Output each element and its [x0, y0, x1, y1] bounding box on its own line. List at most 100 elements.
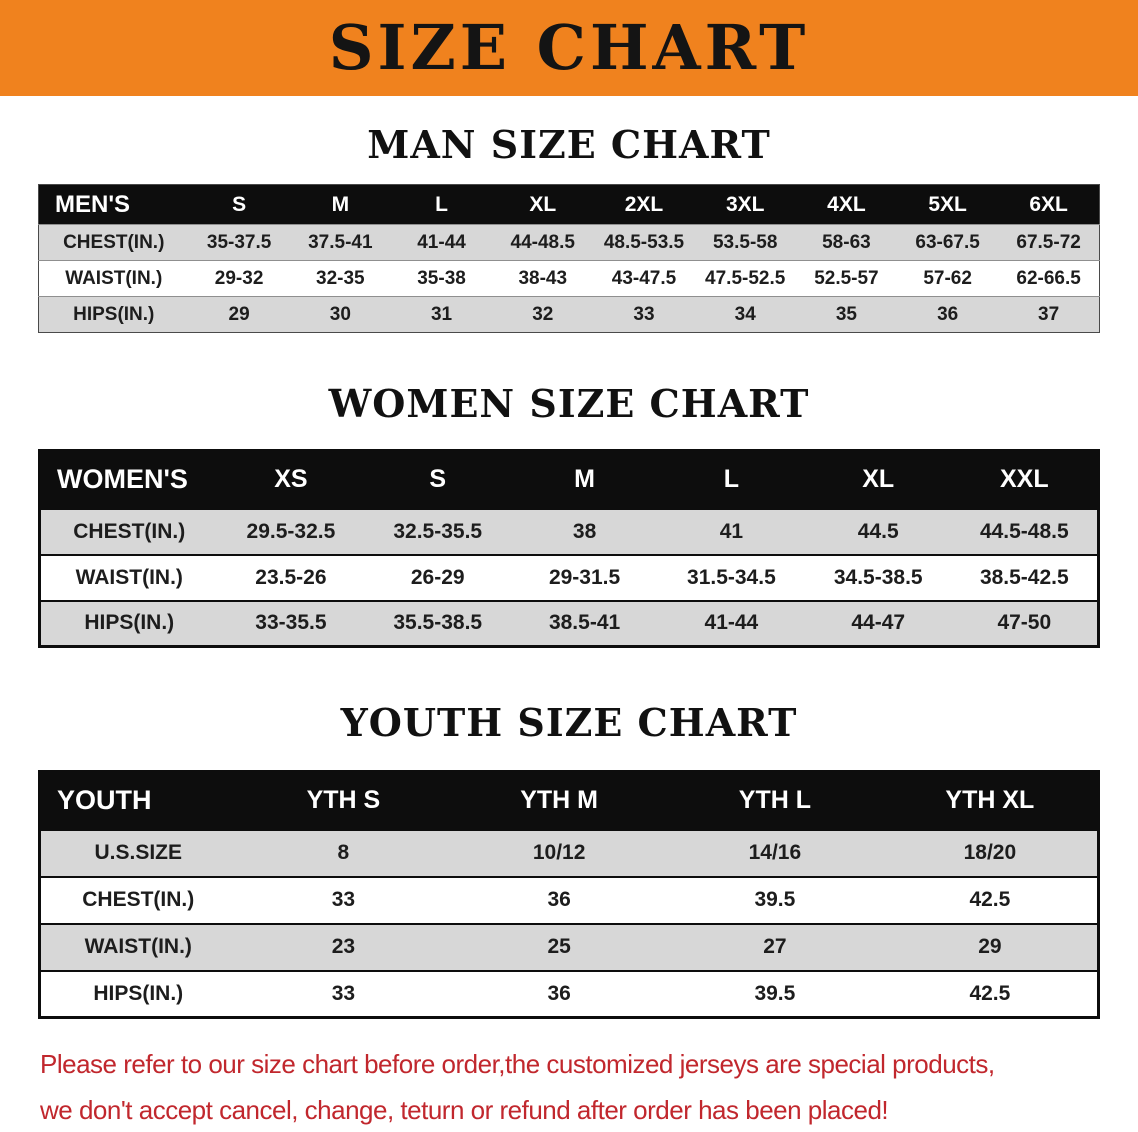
size-header-cell: XL: [804, 450, 952, 509]
size-value-cell: 30: [289, 296, 391, 333]
size-value-cell: 62-66.5: [998, 260, 1100, 297]
size-value-cell: 43-47.5: [593, 260, 695, 297]
size-header-cell: 6XL: [998, 184, 1100, 225]
size-header-cell: XXL: [951, 450, 1099, 509]
size-header-cell: 5XL: [897, 184, 999, 225]
size-header-cell: S: [364, 450, 512, 509]
size-value-cell: 31.5-34.5: [657, 553, 805, 601]
table-row: WAIST(IN.) 23 25 27 29: [39, 922, 1099, 971]
row-label: WAIST(IN.): [39, 922, 236, 971]
disclaimer: Please refer to our size chart before or…: [40, 1041, 1100, 1132]
size-value-cell: 32: [492, 296, 594, 333]
size-value-cell: 33-35.5: [217, 599, 365, 647]
disclaimer-line-1: Please refer to our size chart before or…: [40, 1049, 995, 1079]
section-women: WOMEN SIZE CHART WOMEN'S XS S M L XL XXL CHEST(…: [0, 379, 1138, 648]
size-value-cell: 10/12: [451, 828, 667, 877]
size-value-cell: 67.5-72: [998, 224, 1100, 261]
size-value-cell: 25: [451, 922, 667, 971]
size-header-cell: YTH L: [667, 771, 883, 830]
header-row: MEN'S S M L XL 2XL 3XL 4XL 5XL 6XL: [38, 184, 1100, 225]
section-youth: YOUTH SIZE CHART YOUTH YTH S YTH M YTH L YTH…: [0, 698, 1138, 1019]
size-header-cell: 4XL: [795, 184, 898, 225]
banner: SIZE CHART: [0, 0, 1138, 96]
size-value-cell: 34.5-38.5: [804, 553, 952, 601]
size-value-cell: 44-47: [804, 599, 952, 647]
size-value-cell: 38-43: [492, 260, 594, 297]
row-label: WAIST(IN.): [38, 260, 189, 297]
size-value-cell: 42.5: [882, 969, 1099, 1018]
table-row: CHEST(IN.) 33 36 39.5 42.5: [39, 875, 1099, 924]
size-value-cell: 41: [657, 507, 805, 555]
size-header-cell: S: [188, 184, 290, 225]
size-header-cell: YTH XL: [882, 771, 1099, 830]
size-header-cell: M: [289, 184, 391, 225]
size-value-cell: 8: [235, 828, 452, 877]
size-value-cell: 34: [694, 296, 796, 333]
size-header-cell: L: [390, 184, 493, 225]
row-label: WAIST(IN.): [39, 553, 218, 601]
table-row: WAIST(IN.) 29-32 32-35 35-38 38-43 43-47.5 47.…: [38, 260, 1100, 297]
size-value-cell: 29.5-32.5: [217, 507, 365, 555]
size-value-cell: 58-63: [795, 224, 898, 261]
size-value-cell: 27: [667, 922, 883, 971]
size-value-cell: 35: [795, 296, 898, 333]
size-value-cell: 36: [451, 875, 667, 924]
table-row: CHEST(IN.) 29.5-32.5 32.5-35.5 38 41 44.5 44.5…: [39, 507, 1099, 555]
women-section-heading: WOMEN SIZE CHART: [328, 381, 810, 426]
size-value-cell: 31: [390, 296, 493, 333]
table-title-cell: WOMEN'S: [39, 450, 218, 509]
page-title: SIZE CHART: [328, 11, 810, 84]
size-value-cell: 32.5-35.5: [364, 507, 512, 555]
size-value-cell: 33: [235, 969, 452, 1018]
size-value-cell: 57-62: [897, 260, 999, 297]
size-value-cell: 41-44: [657, 599, 805, 647]
size-value-cell: 38.5-42.5: [951, 553, 1099, 601]
size-value-cell: 29-32: [188, 260, 290, 297]
size-value-cell: 47-50: [951, 599, 1099, 647]
size-value-cell: 44.5-48.5: [951, 507, 1099, 555]
size-header-cell: XL: [492, 184, 594, 225]
size-value-cell: 36: [451, 969, 667, 1018]
size-value-cell: 26-29: [364, 553, 512, 601]
table-row: HIPS(IN.) 33-35.5 35.5-38.5 38.5-41 41-44 44-…: [39, 599, 1099, 647]
size-value-cell: 63-67.5: [897, 224, 999, 261]
youth-section-heading: YOUTH SIZE CHART: [340, 700, 798, 745]
size-value-cell: 36: [897, 296, 999, 333]
table-title-cell: MEN'S: [38, 184, 189, 225]
size-value-cell: 39.5: [667, 969, 883, 1018]
size-value-cell: 48.5-53.5: [593, 224, 695, 261]
size-value-cell: 29: [188, 296, 290, 333]
size-value-cell: 42.5: [882, 875, 1099, 924]
row-label: HIPS(IN.): [39, 599, 218, 647]
size-value-cell: 47.5-52.5: [694, 260, 796, 297]
row-label: CHEST(IN.): [39, 507, 218, 555]
size-value-cell: 29-31.5: [511, 553, 658, 601]
header-row: YOUTH YTH S YTH M YTH L YTH XL: [39, 771, 1099, 830]
row-label: CHEST(IN.): [39, 875, 236, 924]
size-value-cell: 38: [511, 507, 658, 555]
size-header-cell: YTH S: [235, 771, 452, 830]
size-value-cell: 14/16: [667, 828, 883, 877]
section-men: MAN SIZE CHART MEN'S S M L XL 2XL 3XL 4XL 5XL 6XL…: [0, 120, 1138, 333]
size-value-cell: 53.5-58: [694, 224, 796, 261]
size-header-cell: XS: [217, 450, 365, 509]
size-value-cell: 39.5: [667, 875, 883, 924]
table-row: U.S.SIZE 8 10/12 14/16 18/20: [39, 828, 1099, 877]
youth-size-table: YOUTH YTH S YTH M YTH L YTH XL U.S.SIZE 8 10/12…: [38, 770, 1100, 1019]
size-value-cell: 35.5-38.5: [364, 599, 512, 647]
women-size-table: WOMEN'S XS S M L XL XXL CHEST(IN.) 29.5-32.5 32.5…: [38, 449, 1100, 648]
size-value-cell: 37.5-41: [289, 224, 391, 261]
table-row: CHEST(IN.) 35-37.5 37.5-41 41-44 44-48.5 48.5…: [38, 224, 1100, 261]
size-value-cell: 35-38: [390, 260, 493, 297]
disclaimer-line-2: we don't accept cancel, change, teturn o…: [40, 1095, 889, 1125]
size-value-cell: 41-44: [390, 224, 493, 261]
size-value-cell: 37: [998, 296, 1100, 333]
size-header-cell: 2XL: [593, 184, 695, 225]
size-header-cell: 3XL: [694, 184, 796, 225]
size-value-cell: 18/20: [882, 828, 1099, 877]
size-value-cell: 32-35: [289, 260, 391, 297]
row-label: CHEST(IN.): [38, 224, 189, 261]
size-value-cell: 23.5-26: [217, 553, 365, 601]
table-title-cell: YOUTH: [39, 771, 236, 830]
